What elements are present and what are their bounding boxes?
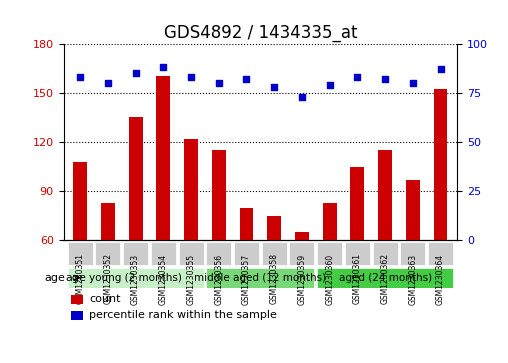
Text: GSM1230356: GSM1230356: [214, 253, 223, 305]
FancyBboxPatch shape: [206, 268, 314, 287]
Point: [76, 74, 84, 80]
FancyBboxPatch shape: [68, 242, 92, 265]
FancyBboxPatch shape: [373, 242, 398, 265]
FancyBboxPatch shape: [400, 242, 425, 265]
Title: GDS4892 / 1434335_at: GDS4892 / 1434335_at: [164, 24, 357, 42]
Text: young (2 months): young (2 months): [89, 273, 182, 283]
Text: GSM1230355: GSM1230355: [186, 253, 196, 305]
Bar: [71, 311, 83, 319]
Text: GSM1230364: GSM1230364: [436, 253, 445, 305]
FancyBboxPatch shape: [178, 242, 204, 265]
Text: GSM1230354: GSM1230354: [159, 253, 168, 305]
FancyBboxPatch shape: [96, 242, 120, 265]
Text: percentile rank within the sample: percentile rank within the sample: [89, 310, 277, 320]
Point: [326, 82, 334, 88]
Text: age: age: [65, 273, 86, 283]
Text: GSM1230360: GSM1230360: [325, 253, 334, 305]
Point: [159, 64, 167, 70]
Text: GSM1230362: GSM1230362: [380, 253, 390, 305]
Bar: [184, 139, 198, 339]
Text: age: age: [44, 273, 65, 283]
Text: GSM1230361: GSM1230361: [353, 253, 362, 305]
FancyBboxPatch shape: [68, 268, 204, 287]
Bar: [212, 150, 226, 339]
Point: [270, 84, 278, 90]
Bar: [267, 216, 281, 339]
Text: GSM1230358: GSM1230358: [270, 253, 279, 305]
Text: GSM1230353: GSM1230353: [131, 253, 140, 305]
Bar: [406, 180, 420, 339]
Point: [409, 80, 417, 86]
Text: GSM1230357: GSM1230357: [242, 253, 251, 305]
Text: GSM1230352: GSM1230352: [103, 253, 112, 305]
Bar: [240, 208, 253, 339]
Bar: [156, 76, 170, 339]
Bar: [323, 203, 337, 339]
Text: aged (24 months): aged (24 months): [338, 273, 432, 283]
Text: GSM1230351: GSM1230351: [76, 253, 85, 305]
FancyBboxPatch shape: [428, 242, 453, 265]
FancyBboxPatch shape: [151, 242, 176, 265]
Text: count: count: [89, 294, 120, 304]
Bar: [101, 203, 115, 339]
FancyBboxPatch shape: [317, 268, 453, 287]
Text: GSM1230359: GSM1230359: [298, 253, 306, 305]
Point: [187, 74, 195, 80]
FancyBboxPatch shape: [262, 242, 287, 265]
FancyBboxPatch shape: [206, 242, 231, 265]
Point: [132, 70, 140, 76]
Point: [215, 80, 223, 86]
FancyBboxPatch shape: [123, 242, 148, 265]
Bar: [73, 162, 87, 339]
Text: GSM1230363: GSM1230363: [408, 253, 418, 305]
Point: [381, 76, 389, 82]
Point: [242, 76, 250, 82]
Point: [298, 94, 306, 99]
Point: [354, 74, 362, 80]
Bar: [434, 90, 448, 339]
FancyBboxPatch shape: [234, 242, 259, 265]
Text: middle aged (12 months): middle aged (12 months): [194, 273, 327, 283]
Point: [104, 80, 112, 86]
FancyBboxPatch shape: [317, 242, 342, 265]
Point: [436, 66, 444, 72]
FancyBboxPatch shape: [290, 242, 314, 265]
Bar: [351, 167, 364, 339]
FancyBboxPatch shape: [345, 242, 370, 265]
Bar: [295, 232, 309, 339]
Bar: [129, 117, 143, 339]
Bar: [378, 150, 392, 339]
Bar: [71, 295, 83, 303]
